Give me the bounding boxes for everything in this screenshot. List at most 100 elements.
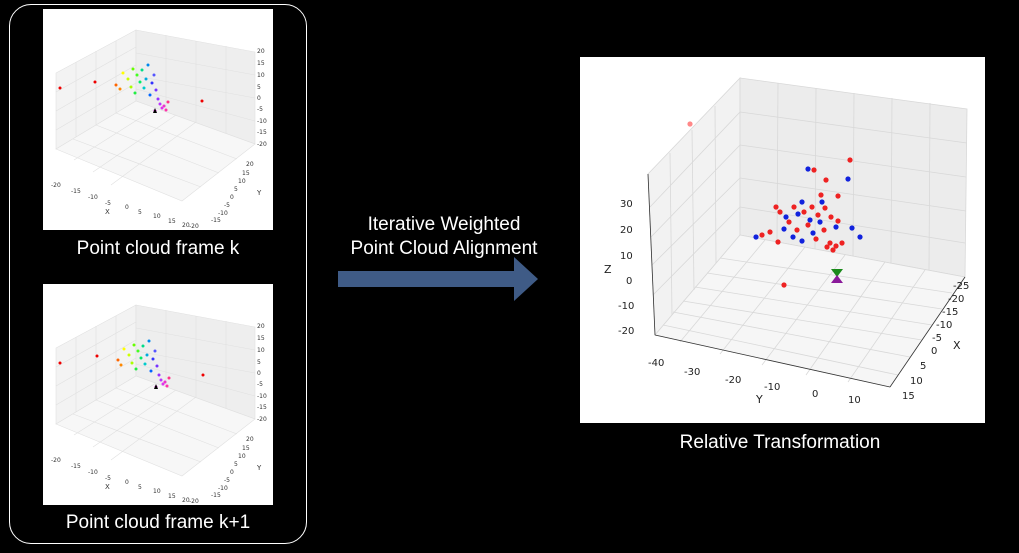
tick-label: 10 xyxy=(848,395,861,406)
tick-label: -10 xyxy=(218,485,228,492)
point xyxy=(145,353,149,357)
result-axes xyxy=(647,173,966,388)
point-red xyxy=(821,227,827,233)
point xyxy=(153,349,157,353)
point-blue xyxy=(790,234,796,240)
point-red xyxy=(815,212,821,218)
point-red xyxy=(833,243,839,249)
tick-label: 10 xyxy=(257,72,265,79)
y-axis-label: Y xyxy=(256,189,262,197)
point xyxy=(151,357,155,361)
point-red xyxy=(813,236,819,242)
point-red xyxy=(805,222,811,228)
tick-label: -25 xyxy=(953,281,969,292)
point xyxy=(200,99,204,103)
alignment-label-line2: Point Cloud Alignment xyxy=(350,238,538,259)
tick-label: -20 xyxy=(257,141,267,148)
point-red xyxy=(835,218,841,224)
point xyxy=(201,373,205,377)
sensor-marker xyxy=(153,108,157,113)
point xyxy=(160,106,164,110)
frame-k1-caption: Point cloud frame k+1 xyxy=(65,512,251,533)
point xyxy=(149,369,153,373)
tick-label: -15 xyxy=(257,404,267,411)
point xyxy=(154,88,158,92)
tick-label: 0 xyxy=(125,204,129,211)
point xyxy=(130,361,134,365)
point-red xyxy=(777,209,783,215)
result-grid xyxy=(647,77,968,388)
point-red xyxy=(773,204,779,210)
point xyxy=(166,100,170,104)
frame-k-points xyxy=(58,63,204,113)
tick-label: 0 xyxy=(812,389,818,400)
tick-label: 15 xyxy=(902,391,915,402)
point-red xyxy=(809,204,815,210)
tick-label: 20 xyxy=(182,222,190,229)
point xyxy=(95,354,99,358)
tick-label: 15 xyxy=(257,335,265,342)
tick-label: -20 xyxy=(257,416,267,423)
tick-label: -15 xyxy=(942,307,958,318)
y-axis-label: Y xyxy=(256,464,262,472)
tick-label: 5 xyxy=(138,209,142,216)
point-blue xyxy=(807,217,813,223)
tick-label: -5 xyxy=(224,202,230,209)
point xyxy=(142,86,146,90)
point xyxy=(58,361,62,365)
point-red xyxy=(824,244,830,250)
point-blue xyxy=(783,214,789,220)
point xyxy=(143,362,147,366)
input-frames-box xyxy=(9,4,307,544)
tick-label: 5 xyxy=(234,461,238,468)
point-red xyxy=(847,157,853,163)
tick-label: 5 xyxy=(138,484,142,491)
point xyxy=(163,380,167,384)
point xyxy=(116,358,120,362)
tick-label: -5 xyxy=(105,200,111,207)
frame-k1-y-ticks: 20 15 10 5 0 -5 -10 -15 -20 Y xyxy=(189,436,262,505)
alignment-label: Iterative Weighted Point Cloud Alignment xyxy=(330,213,558,261)
point xyxy=(157,373,161,377)
tick-label: -10 xyxy=(257,118,267,125)
frame-k1-plot: -20 -15 -10 -5 0 5 10 15 20 X 20 15 10 5… xyxy=(43,284,273,505)
point-red xyxy=(786,219,792,225)
point-blue xyxy=(845,176,851,182)
tick-label: -10 xyxy=(257,393,267,400)
tick-label: -15 xyxy=(211,217,221,224)
frame-k-caption: Point cloud frame k xyxy=(76,238,240,259)
point-blue xyxy=(817,219,823,225)
point-red xyxy=(828,214,834,220)
tick-label: -5 xyxy=(224,477,230,484)
tick-label: 30 xyxy=(620,199,633,210)
tick-label: -10 xyxy=(88,469,98,476)
point xyxy=(140,68,144,72)
tick-label: 20 xyxy=(620,225,633,236)
point-blue xyxy=(805,166,811,172)
tick-label: 0 xyxy=(931,346,937,357)
point xyxy=(131,67,135,71)
point-blue xyxy=(781,226,787,232)
tick-label: -10 xyxy=(618,301,634,312)
point xyxy=(139,356,143,360)
point xyxy=(119,363,123,367)
point xyxy=(129,85,133,89)
tick-label: -30 xyxy=(684,367,700,378)
point-red xyxy=(801,209,807,215)
result-x-ticks: -25 -20 -15 -10 -5 0 5 10 15 X xyxy=(902,281,969,402)
tick-label: -5 xyxy=(257,106,263,113)
point xyxy=(134,367,138,371)
tick-label: -20 xyxy=(189,223,199,230)
tick-label: -20 xyxy=(948,294,964,305)
tick-label: -5 xyxy=(932,333,942,344)
tick-label: 5 xyxy=(257,84,261,91)
point-red xyxy=(687,121,693,127)
point xyxy=(155,364,159,368)
result-plot: 30 20 10 0 -10 -20 Z -40 -30 -20 -10 0 1… xyxy=(580,57,985,423)
tick-label: 15 xyxy=(168,218,176,225)
point-blue xyxy=(849,225,855,231)
tick-label: 20 xyxy=(257,323,265,330)
y-axis-label: Y xyxy=(755,393,763,406)
alignment-arrow xyxy=(338,257,538,301)
frame-k1-points xyxy=(58,339,205,389)
